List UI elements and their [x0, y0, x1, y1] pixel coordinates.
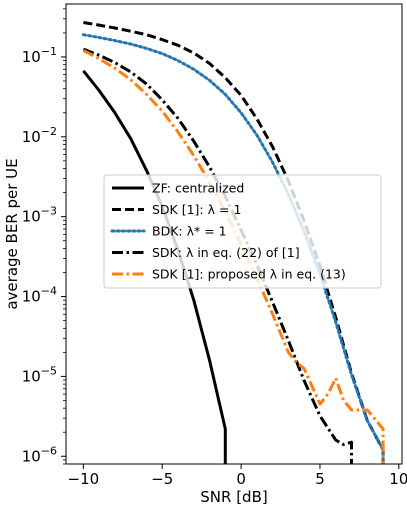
legend: ZF: centralized SDK [1]: λ = 1 BDK: λ* = 1… — [103, 174, 382, 289]
y-axis-label: average BER per UE — [3, 158, 21, 309]
x-axis-ticks: −10 −5 0 5 10 — [68, 464, 407, 488]
y-tick-label: 10−2 — [22, 125, 57, 146]
series-line-3 — [81, 33, 385, 464]
series-line-2 — [83, 21, 385, 464]
y-axis-ticks: 10−6 10−5 10−4 10−3 10−2 10−1 — [22, 8, 66, 465]
legend-label: BDK: λ* = 1 — [152, 224, 227, 239]
y-tick-label: 10−5 — [22, 364, 57, 385]
legend-label: SDK: λ in eq. (22) of [1] — [152, 245, 300, 260]
x-tick-label: −5 — [151, 470, 173, 488]
y-tick-label: 10−3 — [22, 205, 57, 226]
x-axis-label: SNR [dB] — [200, 488, 267, 506]
legend-box — [103, 174, 382, 289]
legend-label: ZF: centralized — [152, 181, 244, 196]
x-tick-label: 10 — [389, 470, 407, 488]
series-line-5 — [82, 49, 385, 464]
legend-label: SDK [1]: λ = 1 — [152, 202, 241, 217]
y-tick-label: 10−1 — [22, 45, 57, 66]
x-tick-label: −10 — [68, 470, 100, 488]
y-tick-label: 10−4 — [22, 285, 57, 306]
y-tick-label: 10−6 — [22, 444, 57, 465]
x-tick-label: 0 — [236, 470, 246, 488]
x-tick-label: 5 — [315, 470, 325, 488]
legend-label: SDK [1]: proposed λ in eq. (13) — [152, 267, 346, 282]
